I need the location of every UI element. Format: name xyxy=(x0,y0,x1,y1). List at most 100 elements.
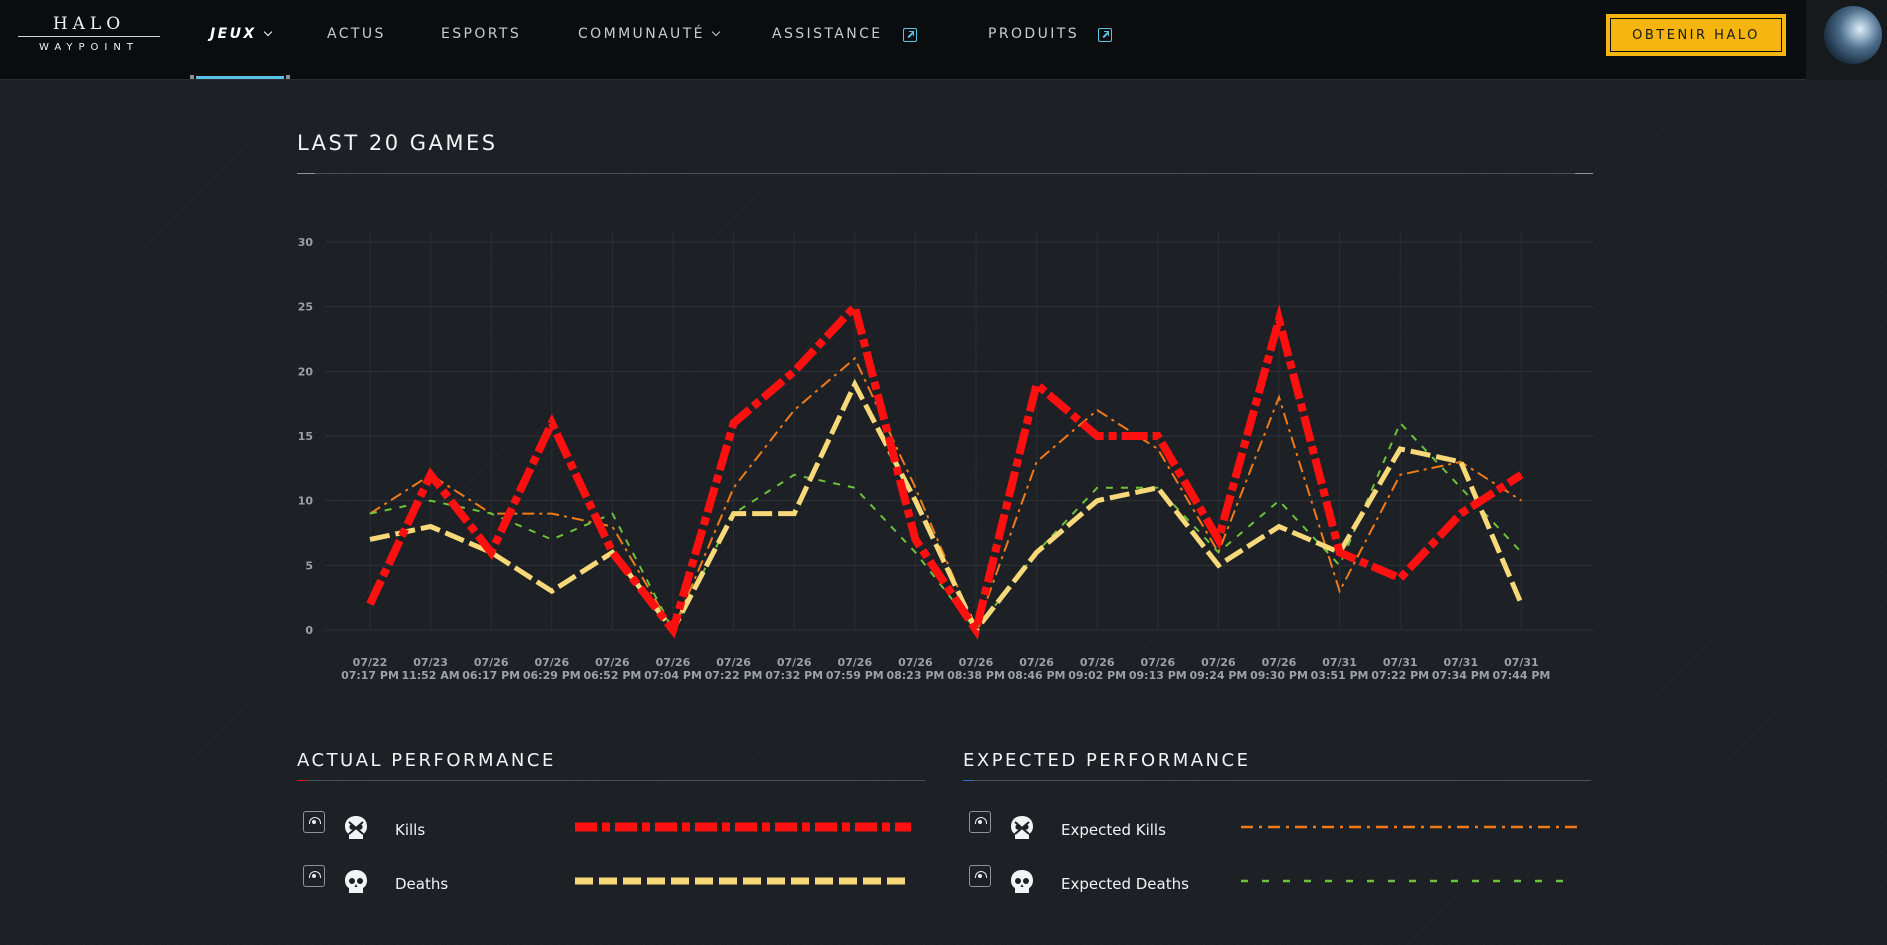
nav-item-assistance[interactable]: ASSISTANCE xyxy=(772,26,883,46)
legend-swatch-deaths xyxy=(575,877,911,885)
x-tick-label-time: 08:23 PM xyxy=(886,669,944,682)
avatar[interactable] xyxy=(1824,6,1882,64)
x-tick-label-time: 09:24 PM xyxy=(1189,669,1247,682)
nav-item-label: PRODUITS xyxy=(988,26,1079,42)
active-indicator-cap xyxy=(286,75,290,79)
active-indicator-cap xyxy=(190,75,194,79)
x-tick-label-time: 07:17 PM xyxy=(341,669,399,682)
x-tick-label-date: 07/26 xyxy=(534,656,569,669)
y-axis: 0 5 10 15 20 25 30 xyxy=(298,236,314,637)
nav-item-communaute[interactable]: COMMUNAUTÉ xyxy=(578,26,721,46)
expected-title-rule xyxy=(963,780,1591,781)
x-tick-label-time: 06:29 PM xyxy=(523,669,581,682)
x-tick-label-date: 07/26 xyxy=(595,656,630,669)
y-tick-label: 25 xyxy=(298,301,313,314)
nav-item-label: ESPORTS xyxy=(441,26,522,42)
x-tick-label-time: 07:32 PM xyxy=(765,669,823,682)
toggle-visibility-button[interactable] xyxy=(969,811,991,833)
skull-icon xyxy=(345,870,367,896)
x-tick-label-time: 07:22 PM xyxy=(705,669,763,682)
active-tab-indicator xyxy=(196,76,284,79)
x-tick-label-date: 07/26 xyxy=(656,656,691,669)
legend-item-expected-kills: Expected Kills xyxy=(969,811,1579,847)
legend-label: Kills xyxy=(395,821,426,839)
expected-performance-title: EXPECTED PERFORMANCE xyxy=(963,750,1251,771)
nav-item-label: COMMUNAUTÉ xyxy=(578,26,705,42)
chart-series xyxy=(366,298,1524,640)
chevron-down-icon xyxy=(263,27,272,37)
toggle-visibility-button[interactable] xyxy=(969,865,991,887)
actual-title-rule xyxy=(297,780,925,781)
x-tick-label-time: 07:44 PM xyxy=(1492,669,1550,682)
x-tick-label-date: 07/31 xyxy=(1383,656,1418,669)
nav-item-esports[interactable]: ESPORTS xyxy=(441,26,521,46)
get-halo-button[interactable]: OBTENIR HALO xyxy=(1606,14,1786,56)
rule-cap-left xyxy=(297,173,315,174)
legend-label: Expected Deaths xyxy=(1061,875,1189,893)
series-line-deaths xyxy=(369,378,1524,635)
rule-cap-right xyxy=(1575,173,1593,174)
nav-item-actus[interactable]: ACTUS xyxy=(327,26,386,46)
x-tick-label-date: 07/26 xyxy=(837,656,872,669)
legend-swatch-expected-deaths xyxy=(1241,879,1577,883)
x-tick-label-date: 07/26 xyxy=(474,656,509,669)
toggle-visibility-button[interactable] xyxy=(303,811,325,833)
halo-waypoint-logo[interactable]: HALO WAYPOINT xyxy=(18,14,160,56)
legend-swatch-kills xyxy=(575,822,911,832)
x-tick-label-time: 06:17 PM xyxy=(462,669,520,682)
x-tick-label-date: 07/26 xyxy=(1080,656,1115,669)
skull-icon xyxy=(1011,870,1033,896)
x-tick-label-date: 07/26 xyxy=(959,656,994,669)
series-line-expected-deaths xyxy=(369,421,1523,633)
legend-item-kills: Kills xyxy=(303,811,913,847)
x-tick-label-date: 07/26 xyxy=(1140,656,1175,669)
logo-subtitle: WAYPOINT xyxy=(39,42,139,53)
y-tick-label: 10 xyxy=(298,495,314,508)
x-tick-label-date: 07/26 xyxy=(777,656,812,669)
external-link-icon xyxy=(1098,28,1112,42)
nav-item-produits[interactable]: PRODUITS xyxy=(988,26,1079,46)
x-tick-label-time: 09:13 PM xyxy=(1129,669,1187,682)
y-tick-label: 5 xyxy=(305,559,313,572)
series-line-kills xyxy=(366,298,1524,640)
actual-rule-accent xyxy=(297,780,307,781)
y-tick-label: 20 xyxy=(298,365,314,378)
profile-menu[interactable] xyxy=(1806,0,1887,80)
x-tick-label-date: 07/26 xyxy=(716,656,751,669)
chevron-down-icon xyxy=(711,27,721,37)
legend-swatch-expected-kills xyxy=(1241,825,1577,829)
chart-title: LAST 20 GAMES xyxy=(297,131,498,155)
top-nav: HALO WAYPOINT JEUX ACTUS ESPORTS COMMUNA… xyxy=(0,0,1887,80)
x-tick-label-date: 07/26 xyxy=(898,656,933,669)
chart-title-rule xyxy=(297,173,1593,174)
x-tick-label-date: 07/31 xyxy=(1504,656,1539,669)
x-tick-label-date: 07/26 xyxy=(1019,656,1054,669)
y-tick-label: 0 xyxy=(305,624,313,637)
x-tick-label-time: 08:38 PM xyxy=(947,669,1005,682)
legend-item-deaths: Deaths xyxy=(303,865,913,901)
skull-crossbones-icon xyxy=(1011,816,1033,842)
nav-item-label: ASSISTANCE xyxy=(772,26,883,42)
series-line-expected-kills xyxy=(369,356,1522,633)
skull-crossbones-icon xyxy=(345,816,367,842)
expected-rule-accent xyxy=(963,780,973,781)
x-tick-label-time: 07:59 PM xyxy=(826,669,884,682)
x-tick-label-time: 08:46 PM xyxy=(1008,669,1066,682)
toggle-visibility-button[interactable] xyxy=(303,865,325,887)
x-tick-label-date: 07/31 xyxy=(1443,656,1478,669)
logo-wordmark: HALO xyxy=(52,14,126,34)
x-tick-label-time: 07:22 PM xyxy=(1371,669,1429,682)
x-tick-label-time: 06:52 PM xyxy=(583,669,641,682)
legend-item-expected-deaths: Expected Deaths xyxy=(969,865,1579,901)
external-link-icon xyxy=(903,28,917,42)
x-tick-label-date: 07/26 xyxy=(1262,656,1297,669)
x-tick-label-time: 09:30 PM xyxy=(1250,669,1308,682)
legend-label: Expected Kills xyxy=(1061,821,1166,839)
nav-item-label: JEUX xyxy=(210,26,257,42)
y-tick-label: 15 xyxy=(298,430,313,443)
actual-performance-title: ACTUAL PERFORMANCE xyxy=(297,750,556,771)
chart-grid xyxy=(325,232,1593,631)
nav-item-jeux[interactable]: JEUX xyxy=(210,26,272,46)
x-tick-label-time: 09:02 PM xyxy=(1068,669,1126,682)
